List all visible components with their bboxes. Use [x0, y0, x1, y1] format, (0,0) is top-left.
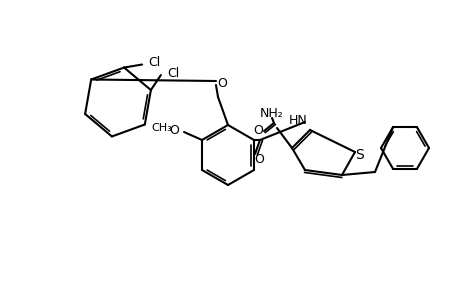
- Text: O: O: [169, 124, 179, 136]
- Text: HN: HN: [289, 113, 308, 127]
- Text: O: O: [253, 152, 263, 166]
- Text: NH₂: NH₂: [259, 106, 283, 119]
- Text: O: O: [217, 76, 226, 89]
- Text: O: O: [252, 124, 263, 136]
- Text: Cl: Cl: [148, 56, 160, 69]
- Text: S: S: [355, 148, 364, 162]
- Text: Cl: Cl: [167, 67, 179, 80]
- Text: CH₃: CH₃: [151, 123, 172, 133]
